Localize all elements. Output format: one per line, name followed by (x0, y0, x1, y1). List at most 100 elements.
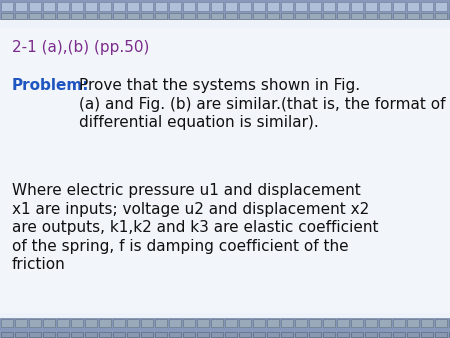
Bar (281, 2, 293, 11)
Bar (211, 2, 223, 11)
Bar (365, 319, 377, 327)
Bar (295, 332, 307, 337)
Bar (0, 318, 450, 338)
Bar (449, 13, 450, 19)
Bar (141, 319, 153, 327)
Text: Prove that the systems shown in Fig.
(a) and Fig. (b) are similar.(that is, the : Prove that the systems shown in Fig. (a)… (79, 78, 446, 130)
Bar (1, 332, 13, 337)
Bar (295, 319, 307, 327)
Bar (197, 2, 209, 11)
Bar (1, 13, 13, 19)
Bar (393, 2, 405, 11)
Bar (281, 319, 293, 327)
Bar (197, 319, 209, 327)
Bar (267, 319, 279, 327)
Bar (127, 2, 139, 11)
Bar (351, 332, 363, 337)
Bar (141, 332, 153, 337)
Bar (15, 13, 27, 19)
Bar (15, 2, 27, 11)
Bar (323, 13, 335, 19)
Bar (435, 319, 447, 327)
Bar (0, 0, 450, 20)
Bar (169, 2, 181, 11)
Bar (155, 13, 167, 19)
Bar (113, 319, 125, 327)
Bar (183, 13, 195, 19)
Text: Problem:: Problem: (12, 78, 90, 93)
Bar (393, 332, 405, 337)
Bar (155, 332, 167, 337)
Bar (323, 2, 335, 11)
Bar (85, 13, 97, 19)
Bar (449, 332, 450, 337)
Bar (197, 332, 209, 337)
Bar (15, 319, 27, 327)
Bar (351, 2, 363, 11)
Bar (365, 332, 377, 337)
Bar (43, 332, 55, 337)
Bar (267, 2, 279, 11)
Bar (435, 13, 447, 19)
Bar (155, 2, 167, 11)
Bar (407, 2, 419, 11)
Bar (71, 2, 83, 11)
Bar (393, 13, 405, 19)
Bar (113, 332, 125, 337)
Bar (407, 13, 419, 19)
Bar (407, 319, 419, 327)
Bar (253, 319, 265, 327)
Bar (183, 332, 195, 337)
Bar (29, 332, 41, 337)
Bar (337, 13, 349, 19)
Bar (379, 332, 391, 337)
Bar (323, 319, 335, 327)
Bar (57, 332, 69, 337)
Bar (57, 13, 69, 19)
Bar (183, 319, 195, 327)
Bar (435, 332, 447, 337)
Bar (351, 13, 363, 19)
Bar (197, 13, 209, 19)
Bar (99, 13, 111, 19)
Bar (393, 319, 405, 327)
Bar (71, 13, 83, 19)
Bar (351, 319, 363, 327)
Bar (309, 13, 321, 19)
Bar (85, 2, 97, 11)
Bar (99, 319, 111, 327)
Bar (407, 332, 419, 337)
Text: 2-1 (a),(b) (pp.50): 2-1 (a),(b) (pp.50) (12, 40, 149, 55)
Bar (365, 13, 377, 19)
Bar (295, 2, 307, 11)
Bar (1, 2, 13, 11)
Bar (29, 319, 41, 327)
Bar (337, 2, 349, 11)
Bar (421, 2, 433, 11)
Bar (253, 332, 265, 337)
Bar (0, 28, 450, 313)
Bar (337, 319, 349, 327)
Bar (99, 2, 111, 11)
Bar (281, 13, 293, 19)
Bar (113, 13, 125, 19)
Bar (267, 332, 279, 337)
Bar (85, 319, 97, 327)
Bar (211, 332, 223, 337)
Bar (379, 2, 391, 11)
Bar (421, 332, 433, 337)
Bar (127, 319, 139, 327)
Bar (211, 319, 223, 327)
Bar (337, 332, 349, 337)
Bar (309, 319, 321, 327)
Bar (169, 13, 181, 19)
Bar (239, 332, 251, 337)
Bar (365, 2, 377, 11)
Bar (15, 332, 27, 337)
Bar (323, 332, 335, 337)
Text: Where electric pressure u1 and displacement
x1 are inputs; voltage u2 and displa: Where electric pressure u1 and displacem… (12, 183, 378, 272)
Bar (225, 332, 237, 337)
Bar (43, 319, 55, 327)
Bar (435, 2, 447, 11)
Bar (225, 2, 237, 11)
